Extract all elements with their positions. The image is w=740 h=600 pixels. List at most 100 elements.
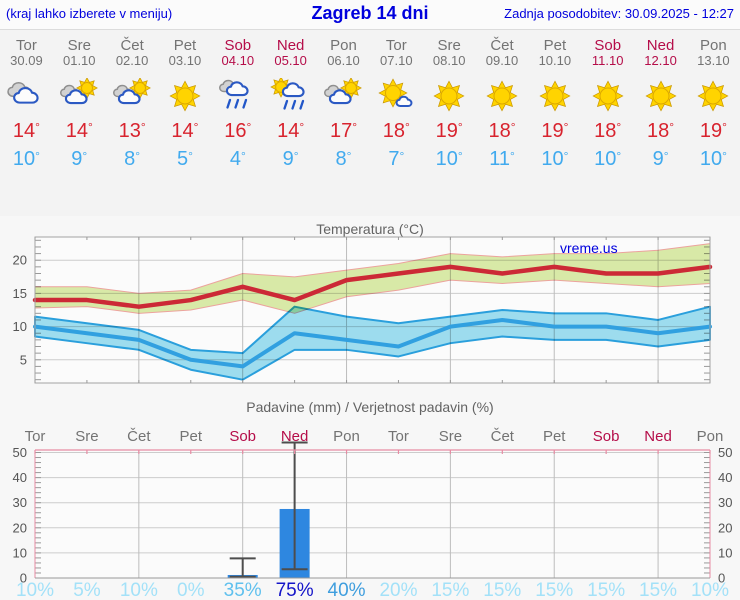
- precip-y-tick-label: 50: [718, 445, 732, 460]
- day-date: 12.10: [644, 53, 677, 68]
- sunny-icon: [592, 80, 624, 112]
- low-temperature: 11°: [489, 148, 515, 170]
- precip-y-tick-label: 10: [718, 545, 732, 560]
- header: (kraj lahko izberete v meniju) Zagreb 14…: [0, 0, 740, 29]
- precip-probability: 0%: [177, 580, 205, 600]
- forecast-day-column: Pon 13.10 19° 10°: [687, 30, 740, 216]
- day-date: 01.10: [62, 53, 96, 68]
- forecast-day-column: Čet 02.10 13° 8°: [106, 30, 159, 216]
- partly-cloudy-icon: [60, 77, 99, 105]
- precip-day-label: Tor: [388, 428, 409, 445]
- sunny-icon: [644, 80, 677, 112]
- partly-cloudy-icon: [324, 77, 363, 105]
- precip-day-label: Čet: [490, 428, 514, 445]
- day-date: 13.10: [697, 53, 730, 68]
- precip-y-tick-label: 30: [718, 495, 732, 510]
- temp-y-tick-label: 5: [20, 352, 27, 367]
- weather-icon-cell: [634, 78, 687, 114]
- precip-day-label: Pon: [696, 428, 724, 445]
- precip-day-label: Pet: [179, 428, 203, 445]
- high-temperature: 19°: [541, 120, 569, 142]
- forecast-day-column: Ned 05.10 14° 9°: [264, 30, 317, 216]
- cloudy-icon: [7, 81, 40, 104]
- temp-y-tick-label: 10: [13, 319, 27, 334]
- high-temperature: 18°: [488, 120, 516, 142]
- precip-day-label: Sob: [229, 428, 257, 445]
- day-date: 30.09: [10, 53, 43, 68]
- high-temperature: 14°: [171, 120, 199, 142]
- precip-y-tick-label: 0: [20, 571, 27, 586]
- degree-sign: °: [135, 149, 141, 163]
- precip-probability: 15%: [639, 580, 678, 600]
- forecast-day-column: Tor 07.10 18° 7°: [370, 30, 423, 216]
- sunny-icon: [539, 80, 571, 112]
- precip-day-label: Čet: [127, 428, 151, 445]
- day-name: Tor: [385, 37, 407, 54]
- weather-icon-cell: [211, 78, 264, 114]
- weather-icon-cell: [53, 77, 106, 114]
- mostly-sunny-icon: [378, 78, 413, 108]
- day-name: Pon: [700, 37, 727, 54]
- precip-day-label: Sre: [438, 428, 463, 445]
- day-date: 11.10: [591, 53, 624, 68]
- precip-y-tick-label: 30: [13, 495, 27, 510]
- day-date: 03.10: [168, 53, 202, 68]
- day-date: 02.10: [115, 53, 149, 68]
- day-name: Čet: [120, 37, 144, 54]
- day-date: 10.10: [538, 53, 572, 68]
- day-name: Ned: [646, 37, 675, 54]
- precip-probability: 15%: [535, 580, 574, 600]
- weather-icon-cell: [528, 78, 581, 114]
- day-name: Pet: [543, 37, 567, 54]
- day-name: Pet: [173, 37, 197, 54]
- min-temperature-line: [33, 317, 712, 369]
- temperature-chart-title: Temperatura (°C): [316, 221, 424, 237]
- temperature-chart: 5 10 15 20: [13, 236, 713, 384]
- day-name: Pon: [330, 37, 357, 54]
- precipitation-chart-title: Padavine (mm) / Verjetnost padavin (%): [246, 399, 494, 415]
- precip-probability: 40%: [327, 580, 366, 600]
- high-temperature: 19°: [699, 120, 727, 142]
- precip-day-label: Pet: [542, 428, 566, 445]
- degree-sign: °: [87, 120, 93, 134]
- location-menu-hint: (kraj lahko izberete v meniju): [6, 6, 173, 21]
- low-temperature: 4°: [229, 148, 246, 170]
- precip-whisker: [229, 557, 256, 578]
- partly-cloudy-icon: [113, 77, 152, 105]
- degree-sign: °: [352, 120, 358, 134]
- precip-probability: 10%: [119, 580, 158, 600]
- weather-icon-cell: [423, 78, 476, 114]
- precip-day-label: Sre: [75, 428, 99, 445]
- high-temperature: 14°: [12, 120, 40, 142]
- precip-probability: 10%: [690, 580, 730, 600]
- sunny-icon: [169, 80, 201, 112]
- degree-sign: °: [188, 149, 193, 163]
- low-temperature: 7°: [388, 148, 405, 170]
- sunny-icon: [433, 80, 465, 112]
- day-date: 04.10: [221, 53, 255, 68]
- precip-probability: 15%: [587, 580, 626, 600]
- forecast-day-column: Ned 12.10 18° 9°: [634, 30, 687, 216]
- precip-day-label: Tor: [24, 428, 46, 445]
- precip-y-tick-label: 0: [718, 571, 725, 586]
- forecast-day-column: Pet 03.10 14° 5°: [159, 30, 212, 216]
- degree-sign: °: [616, 120, 622, 134]
- degree-sign: °: [457, 120, 463, 134]
- precip-whisker: [281, 441, 308, 571]
- weather-icon-cell: [159, 78, 212, 114]
- precip-probability: 10%: [15, 580, 55, 600]
- precip-y-tick-label: 20: [13, 520, 27, 535]
- degree-sign: °: [669, 120, 675, 134]
- precip-day-label: Ned: [280, 428, 309, 445]
- degree-sign: °: [563, 149, 569, 163]
- day-date: 08.10: [432, 53, 466, 68]
- day-name: Sob: [224, 37, 252, 54]
- precip-probability: 35%: [223, 580, 262, 600]
- degree-sign: °: [193, 120, 199, 134]
- weather-icon-cell: [687, 78, 740, 114]
- degree-sign: °: [140, 120, 146, 134]
- low-temperature: 10°: [699, 148, 727, 170]
- watermark-link[interactable]: vreme.us: [560, 240, 618, 256]
- day-name: Tor: [16, 37, 37, 54]
